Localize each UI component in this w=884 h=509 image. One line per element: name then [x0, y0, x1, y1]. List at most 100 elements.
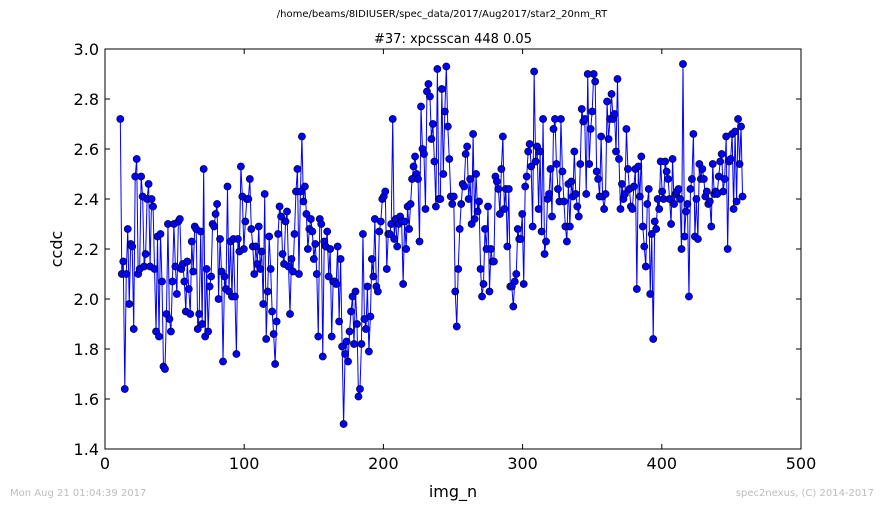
- data-point: [202, 265, 211, 273]
- data-point: [629, 182, 638, 191]
- data-point: [326, 245, 335, 253]
- data-point: [707, 222, 716, 231]
- data-point: [437, 85, 446, 93]
- data-point: [123, 225, 132, 233]
- data-point: [552, 160, 561, 168]
- data-point: [644, 185, 653, 193]
- data-point: [545, 190, 553, 198]
- data-point: [271, 360, 280, 368]
- data-point: [277, 212, 285, 221]
- data-point: [522, 172, 531, 181]
- data-point: [236, 162, 245, 171]
- data-point: [427, 135, 436, 143]
- data-point: [129, 325, 138, 333]
- data-point: [503, 242, 512, 251]
- data-point: [268, 307, 277, 316]
- data-point: [738, 192, 747, 201]
- data-point: [119, 257, 128, 266]
- data-point: [247, 225, 256, 233]
- data-point: [189, 267, 198, 276]
- data-point: [205, 282, 214, 291]
- data-point: [463, 142, 472, 151]
- data-point: [731, 127, 739, 136]
- data-point: [720, 175, 729, 183]
- data-point: [306, 215, 315, 223]
- y-tick-label: 2.4: [74, 190, 99, 209]
- data-point: [548, 212, 556, 221]
- data-point: [263, 287, 272, 296]
- data-point: [245, 175, 254, 183]
- data-point: [219, 357, 227, 366]
- data-point: [481, 225, 489, 233]
- data-point: [586, 125, 595, 133]
- data-point: [476, 265, 485, 273]
- data-point: [699, 175, 708, 183]
- data-point: [613, 75, 622, 83]
- data-point: [655, 205, 664, 213]
- data-point: [445, 155, 454, 163]
- data-point: [449, 192, 458, 201]
- data-point: [490, 257, 498, 266]
- data-point: [591, 77, 600, 86]
- data-point: [510, 277, 519, 286]
- data-point: [195, 310, 204, 318]
- data-point: [303, 245, 312, 253]
- data-point: [342, 337, 351, 346]
- data-point: [464, 195, 473, 203]
- data-point: [390, 235, 399, 243]
- data-point: [603, 97, 611, 106]
- data-point: [525, 140, 534, 148]
- data-point: [204, 327, 213, 336]
- data-point: [585, 160, 594, 168]
- data-point: [667, 220, 675, 228]
- data-point: [487, 245, 495, 253]
- data-point: [689, 130, 698, 138]
- y-tick-label: 1.6: [74, 390, 99, 409]
- data-point: [309, 255, 318, 263]
- data-point: [686, 185, 695, 193]
- data-point: [149, 202, 157, 211]
- data-point: [732, 197, 741, 206]
- data-point: [518, 210, 527, 218]
- data-point: [682, 207, 690, 216]
- data-point: [618, 180, 626, 188]
- data-point: [577, 105, 586, 113]
- data-point: [327, 332, 336, 341]
- data-point: [534, 205, 543, 213]
- data-point: [562, 237, 571, 246]
- data-point: [536, 147, 544, 156]
- data-point: [299, 197, 308, 206]
- x-tick-label: 100: [229, 454, 260, 473]
- data-point: [461, 150, 470, 158]
- data-point: [677, 245, 686, 253]
- data-point: [716, 157, 725, 166]
- data-point: [539, 115, 547, 123]
- data-point: [649, 335, 658, 343]
- data-point: [341, 350, 349, 358]
- data-point: [466, 175, 475, 183]
- data-point: [366, 312, 375, 321]
- data-point: [393, 242, 402, 251]
- data-point: [504, 185, 513, 193]
- data-point: [399, 280, 408, 288]
- data-point: [347, 307, 355, 316]
- data-point: [167, 327, 175, 336]
- data-point: [646, 290, 655, 298]
- data-point: [676, 195, 684, 203]
- data-point: [400, 217, 409, 226]
- data-point: [615, 155, 623, 163]
- data-point: [516, 235, 525, 243]
- data-point: [265, 232, 274, 241]
- data-point: [643, 200, 652, 208]
- y-tick-label: 2.2: [74, 240, 99, 259]
- data-point: [300, 182, 309, 191]
- data-point: [262, 335, 271, 343]
- data-point: [296, 187, 305, 196]
- data-point: [308, 227, 317, 236]
- data-point: [213, 200, 221, 208]
- data-point: [324, 272, 333, 281]
- data-point: [705, 197, 714, 206]
- data-point: [597, 132, 606, 141]
- data-point: [558, 167, 567, 176]
- y-axis: 1.4 1.6 1.8 2.0 2.2 2.4 2.6 2.8 3.0: [74, 40, 801, 459]
